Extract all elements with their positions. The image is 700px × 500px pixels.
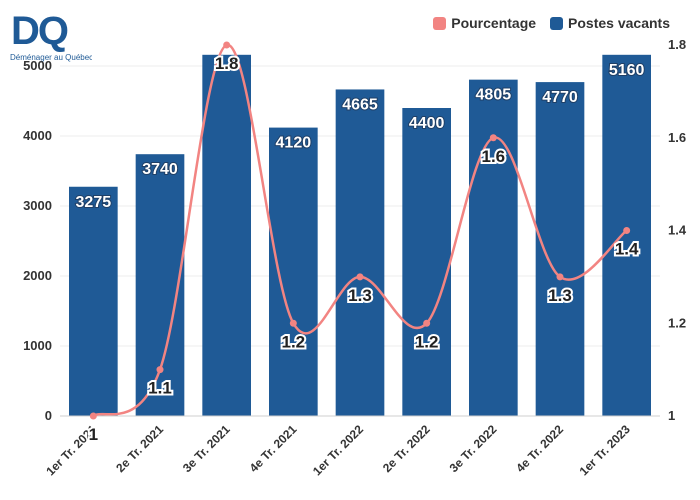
line-point[interactable] <box>556 273 564 281</box>
line-point[interactable] <box>289 319 297 327</box>
pourcentage-label: 1.1 <box>148 379 172 398</box>
pourcentage-label: 1.3 <box>548 286 572 305</box>
y-right-tick-label: 1.8 <box>668 37 686 52</box>
legend-label-postes-vacants: Postes vacants <box>568 15 670 31</box>
y-right-tick-label: 1.6 <box>668 130 686 145</box>
x-tick-label: 2e Tr. 2022 <box>380 422 433 475</box>
line-point[interactable] <box>489 134 497 142</box>
pourcentage-line <box>92 43 628 418</box>
bar-value-label: 4805 <box>476 87 512 104</box>
x-tick-label: 4e Tr. 2022 <box>513 422 566 475</box>
bar-value-label: 4665 <box>342 96 378 113</box>
bar-value-label: 4120 <box>276 135 312 152</box>
line-point[interactable] <box>356 273 364 281</box>
x-tick-label: 2e Tr. 2021 <box>113 422 166 475</box>
line-point[interactable] <box>423 319 431 327</box>
legend-swatch-postes-vacants <box>550 16 564 30</box>
pourcentage-label: 1.6 <box>482 147 506 166</box>
bar[interactable] <box>69 186 118 416</box>
y-left-tick-label: 2000 <box>23 268 52 283</box>
y-right-tick-label: 1.2 <box>668 315 686 330</box>
bar[interactable] <box>269 127 318 416</box>
line-point[interactable] <box>623 227 631 234</box>
bar-value-label: 4400 <box>409 115 445 132</box>
pourcentage-label: 1.4 <box>615 240 639 259</box>
logo-tagline: Déménager au Québec <box>10 53 92 62</box>
line-point[interactable] <box>156 366 164 374</box>
pourcentage-label: 1.3 <box>348 286 372 305</box>
x-tick-label: 3e Tr. 2021 <box>180 422 233 475</box>
x-tick-label: 1er Tr. 2023 <box>577 422 633 478</box>
y-left-tick-label: 1000 <box>23 338 52 353</box>
y-right-tick-label: 1.4 <box>668 223 687 238</box>
legend-swatch-pourcentage <box>433 16 447 30</box>
bar-value-label: 3275 <box>76 194 112 211</box>
pourcentage-label: 1.8 <box>215 54 239 73</box>
logo: DQ Déménager au Québec <box>10 9 92 62</box>
legend: Pourcentage Postes vacants <box>433 15 670 31</box>
data-labels: 3275 3740 4120 4665 4400 4805 4770 5160 1 1.1 1.8 1… <box>75 52 646 446</box>
x-tick-label: 4e Tr. 2021 <box>247 422 300 475</box>
bar[interactable] <box>469 79 518 417</box>
y-left-tick-label: 3000 <box>23 198 52 213</box>
bar[interactable] <box>202 54 251 417</box>
bars <box>69 54 651 417</box>
line-point[interactable] <box>223 41 231 49</box>
legend-item-postes-vacants[interactable]: Postes vacants <box>550 15 670 31</box>
line-series <box>89 41 631 420</box>
logo-letters: DQ <box>11 9 68 53</box>
y-right-tick-label: 1 <box>668 408 675 423</box>
x-tick-label: 3e Tr. 2022 <box>447 422 500 475</box>
x-tick-label: 1er Tr. 2022 <box>310 422 366 478</box>
legend-label-pourcentage: Pourcentage <box>451 15 537 31</box>
y-left-tick-label: 5000 <box>23 58 52 73</box>
y-left-tick-label: 4000 <box>23 128 52 143</box>
y-left-tick-label: 0 <box>45 408 52 423</box>
line-point[interactable] <box>89 412 97 420</box>
bar-value-label: 4770 <box>542 89 578 106</box>
bar[interactable] <box>602 54 651 417</box>
pourcentage-label: 1.2 <box>282 332 306 351</box>
bar[interactable] <box>402 108 451 416</box>
legend-item-pourcentage[interactable]: Pourcentage <box>433 15 536 31</box>
pourcentage-label: 1.2 <box>415 332 439 351</box>
bar-value-label: 5160 <box>609 62 645 79</box>
pourcentage-label: 1 <box>89 425 98 444</box>
bar-value-label: 3740 <box>142 161 178 178</box>
bar[interactable] <box>335 89 385 416</box>
